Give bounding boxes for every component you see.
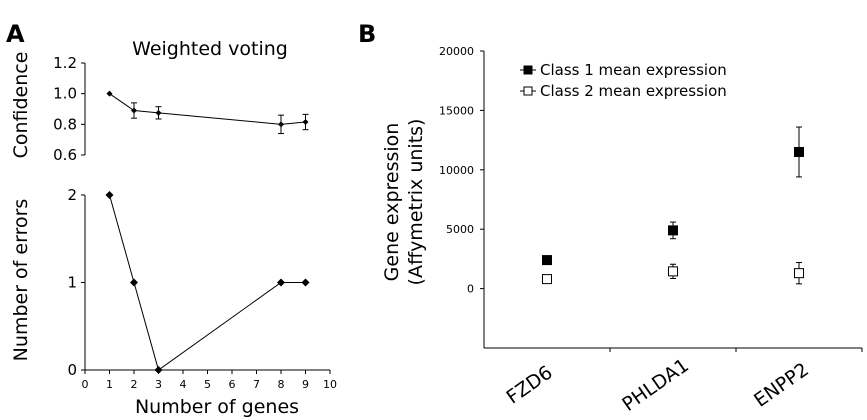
errors-plot: 0 1 2 0 1 2 3 4 5 6 7 8 9 10 (67, 186, 337, 391)
expression-series-1-marker (542, 255, 552, 266)
expression-category-label: ENPP2 (750, 359, 813, 412)
expression-y-tick-label: 15000 (439, 104, 474, 117)
errors-x-tick-label: 1 (106, 378, 113, 391)
panel-b-y-label-line2: (Affymetrix units) (405, 119, 427, 286)
errors-line (109, 194, 306, 371)
errors-x-tick-label: 4 (180, 378, 187, 391)
confidence-point (278, 121, 284, 128)
errors-x-tick-label: 10 (323, 378, 337, 391)
errors-point (154, 366, 163, 374)
errors-x-tick-label: 9 (302, 378, 309, 391)
confidence-y-tick-label: 1.0 (53, 85, 77, 103)
confidence-line (109, 93, 306, 125)
confidence-plot: 0.6 0.8 1.0 1.2 (53, 54, 309, 164)
panel-b-letter: B (358, 20, 376, 48)
errors-y-tick-label: 1 (67, 274, 77, 292)
errors-point (130, 278, 138, 287)
expression-category-label: FZD6 (502, 362, 556, 409)
errors-x-tick-label: 6 (229, 378, 236, 391)
expression-series-2-marker (794, 268, 804, 279)
expression-series-2-marker (668, 266, 678, 277)
confidence-point (155, 109, 162, 116)
errors-point (301, 278, 310, 287)
panel-a-title: Weighted voting (132, 38, 288, 60)
legend-label: Class 2 mean expression (540, 82, 727, 100)
errors-x-tick-label: 7 (253, 378, 260, 391)
errors-x-tick-label: 0 (82, 378, 89, 391)
expression-y-tick-label: 20000 (439, 45, 474, 58)
expression-series-1-marker (668, 225, 678, 236)
panel-a-letter: A (6, 20, 25, 48)
panel-a-top-y-label: Confidence (10, 52, 32, 159)
expression-y-tick-label: 5000 (446, 223, 474, 236)
legend-marker (523, 65, 533, 75)
expression-series-1-marker (794, 146, 804, 157)
confidence-y-tick-label: 0.6 (53, 146, 77, 164)
panel-b-y-label-line1: Gene expression (381, 123, 403, 282)
errors-x-tick-label: 3 (155, 378, 162, 391)
legend-marker (523, 86, 533, 96)
legend-label: Class 1 mean expression (540, 61, 727, 79)
expression-category-label: PHLDA1 (618, 354, 693, 415)
confidence-point (131, 107, 137, 114)
confidence-y-tick-label: 1.2 (53, 54, 77, 72)
confidence-point (106, 90, 113, 97)
expression-y-tick-label: 10000 (439, 164, 474, 177)
errors-point (277, 278, 285, 287)
errors-point (105, 191, 114, 199)
panel-a-x-label: Number of genes (135, 396, 299, 418)
errors-y-tick-label: 2 (67, 186, 77, 204)
expression-plot: 0 5000 10000 15000 20000 FZD6 PHLDA1 ENPP2 Class… (439, 45, 863, 416)
confidence-point (302, 119, 309, 126)
expression-series-2-marker (542, 274, 552, 285)
errors-x-tick-label: 2 (131, 378, 138, 391)
confidence-y-tick-label: 0.8 (53, 115, 77, 133)
errors-y-tick-label: 0 (67, 361, 77, 379)
errors-x-tick-label: 5 (204, 378, 211, 391)
expression-y-tick-label: 0 (467, 283, 474, 296)
panel-a-bottom-y-label: Number of errors (10, 199, 32, 362)
errors-x-tick-label: 8 (278, 378, 285, 391)
